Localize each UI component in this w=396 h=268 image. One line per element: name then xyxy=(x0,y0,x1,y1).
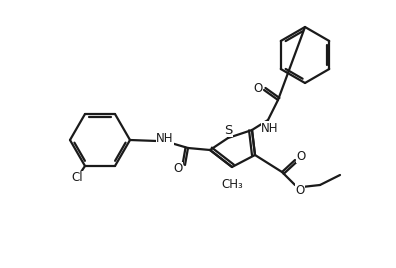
Text: NH: NH xyxy=(261,121,279,135)
Text: S: S xyxy=(224,124,232,136)
Text: Cl: Cl xyxy=(71,172,83,184)
Text: O: O xyxy=(295,184,305,196)
Text: NH: NH xyxy=(156,132,174,144)
Text: O: O xyxy=(296,150,306,162)
Text: CH₃: CH₃ xyxy=(221,178,243,192)
Text: O: O xyxy=(253,81,263,95)
Text: O: O xyxy=(173,162,183,176)
